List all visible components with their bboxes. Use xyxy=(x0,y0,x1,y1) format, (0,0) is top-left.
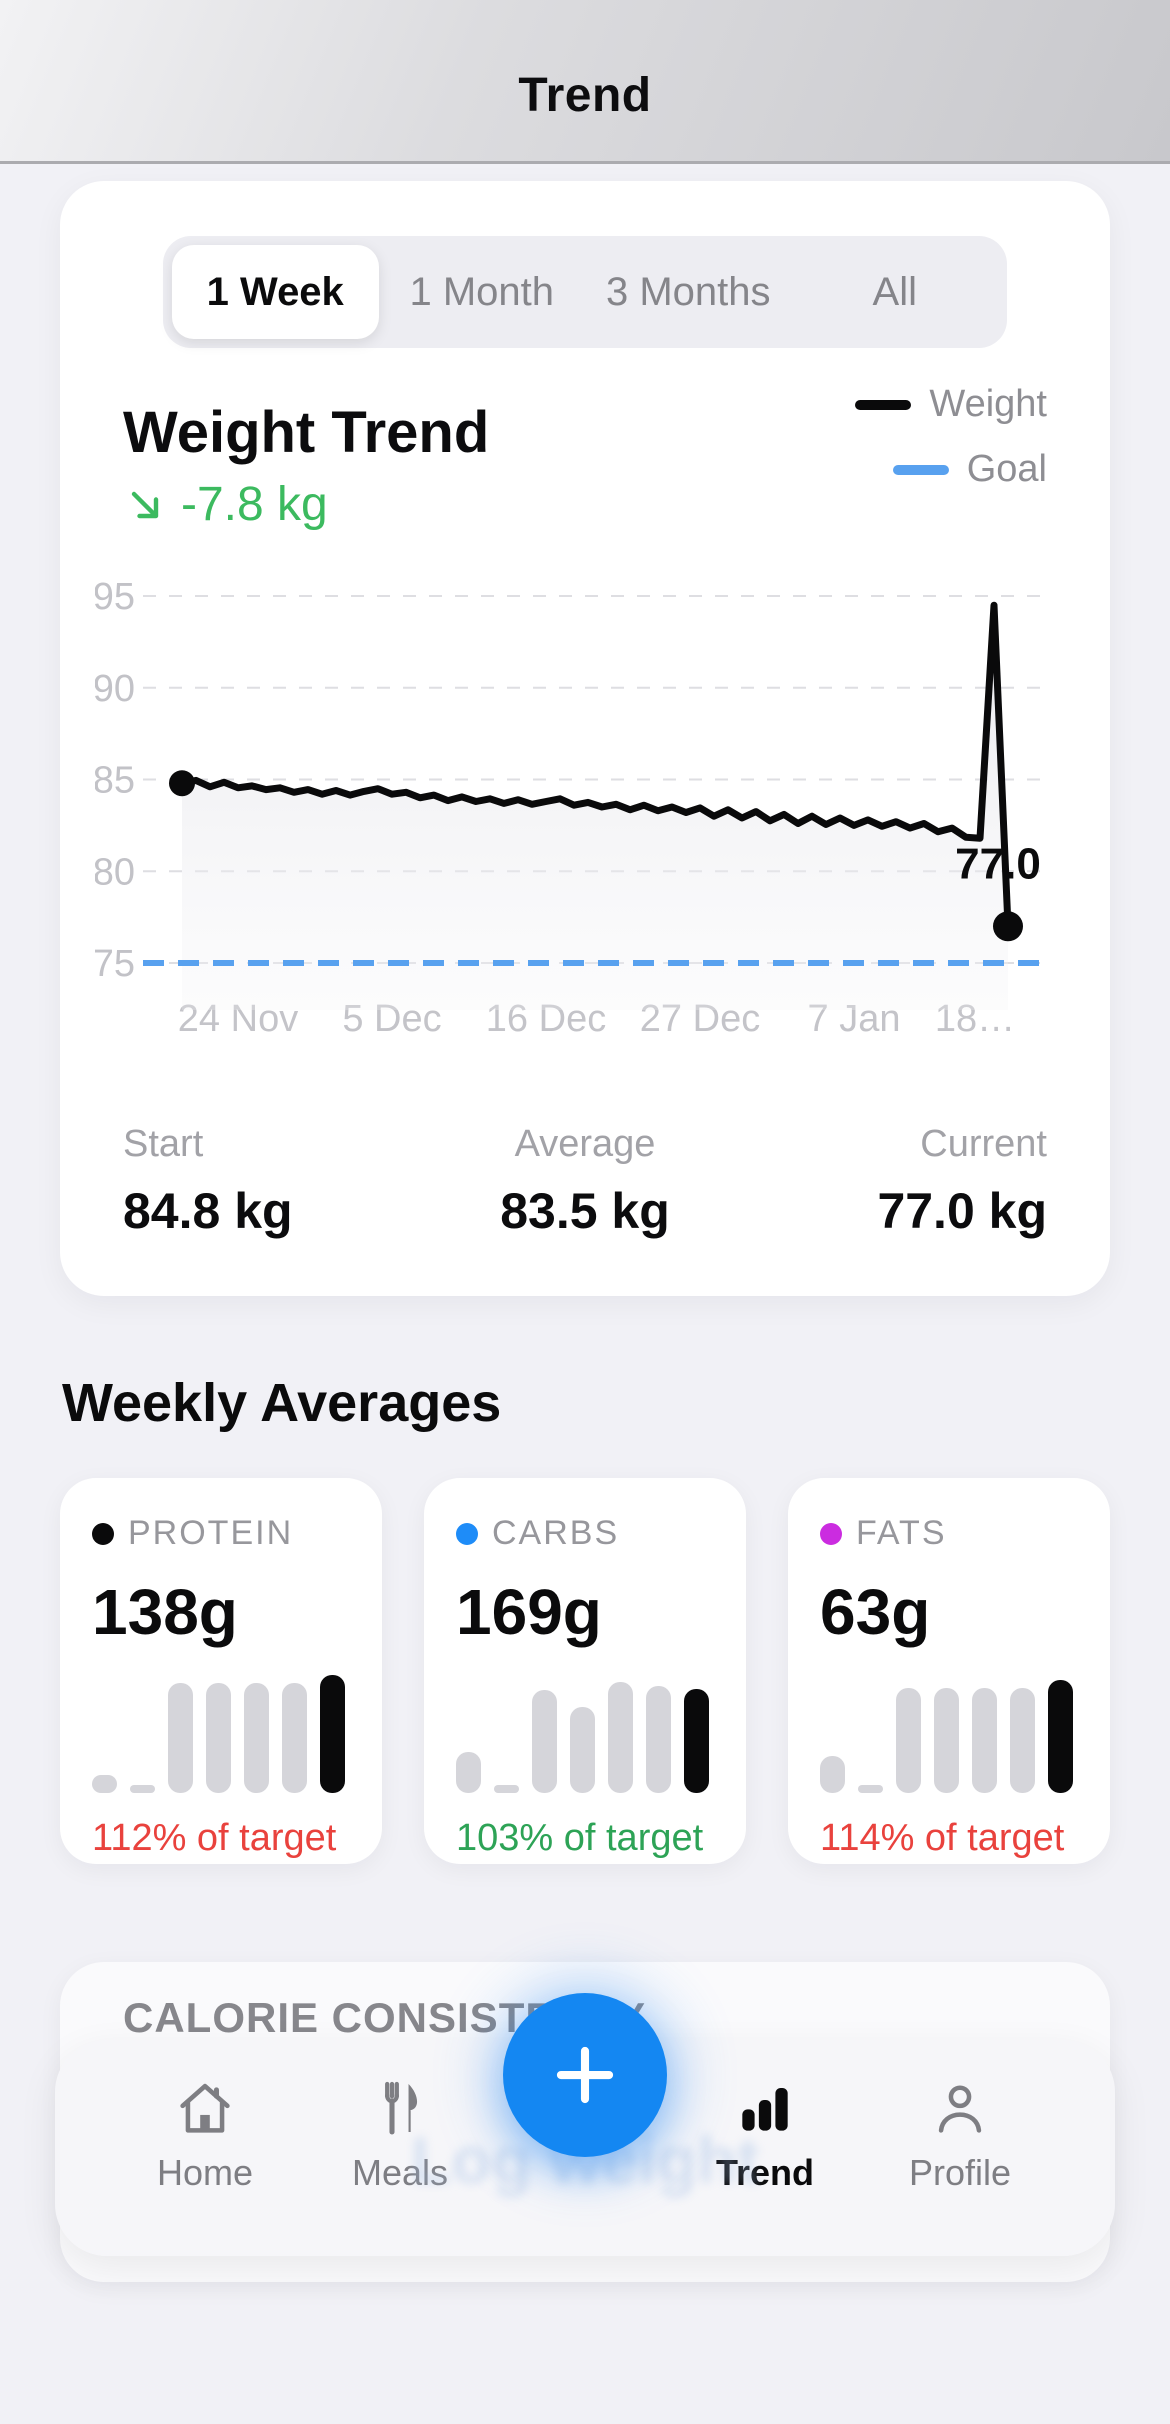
macro-bar xyxy=(532,1690,557,1793)
weekly-averages-heading: Weekly Averages xyxy=(62,1373,502,1433)
segment-1-month[interactable]: 1 Month xyxy=(379,245,586,339)
macro-bars-sparkline xyxy=(820,1673,1078,1793)
legend-weight: Weight xyxy=(855,383,1047,426)
segment-all[interactable]: All xyxy=(792,245,999,339)
macro-name: FATS xyxy=(856,1514,947,1552)
page-title: Trend xyxy=(518,69,652,122)
macro-bars-sparkline xyxy=(92,1673,350,1793)
stat-average-label: Average xyxy=(514,1123,656,1165)
macro-bar xyxy=(1048,1680,1073,1793)
summary-stats-row: Start 84.8 kg Average 83.5 kg Current 77… xyxy=(123,1123,1047,1240)
time-range-segmented-control: 1 Week 1 Month 3 Months All xyxy=(163,236,1007,348)
macro-header: PROTEIN xyxy=(92,1514,350,1553)
macro-bar xyxy=(92,1775,117,1793)
macro-bar xyxy=(1010,1688,1035,1793)
macro-bar xyxy=(244,1683,269,1793)
macro-bar xyxy=(858,1785,883,1793)
plus-icon xyxy=(556,2046,614,2104)
macro-value: 63g xyxy=(820,1576,931,1648)
tab-home[interactable]: Home xyxy=(105,2076,305,2194)
tab-meals-label: Meals xyxy=(351,2152,449,2193)
macro-card-fats: FATS 63g 114% of target xyxy=(788,1478,1110,1864)
stat-average: Average 83.5 kg xyxy=(500,1123,670,1240)
chart-title: Weight Trend xyxy=(123,400,490,465)
macro-bars-sparkline xyxy=(456,1673,714,1793)
macro-card-carbs: CARBS 169g 103% of target xyxy=(424,1478,746,1864)
svg-text:80: 80 xyxy=(95,851,135,893)
tab-profile[interactable]: Profile xyxy=(860,2076,1060,2194)
svg-text:75: 75 xyxy=(95,943,135,985)
macro-card-protein: PROTEIN 138g 112% of target xyxy=(60,1478,382,1864)
stat-start: Start 84.8 kg xyxy=(123,1123,293,1240)
svg-text:90: 90 xyxy=(95,668,135,710)
protein-dot-icon xyxy=(92,1522,114,1545)
macro-value: 169g xyxy=(456,1576,602,1648)
macro-name: PROTEIN xyxy=(128,1514,294,1552)
trend-delta: -7.8 kg xyxy=(123,477,328,532)
stat-average-value: 83.5 kg xyxy=(500,1183,670,1239)
macro-bar xyxy=(206,1683,231,1793)
add-entry-fab-button[interactable] xyxy=(503,1993,667,2157)
tab-trend-label: Trend xyxy=(715,2152,814,2193)
legend-goal: Goal xyxy=(892,448,1047,491)
macro-bar xyxy=(684,1689,709,1793)
stat-start-label: Start xyxy=(123,1123,204,1165)
macro-percent: 114% of target xyxy=(820,1817,1065,1859)
svg-text:85: 85 xyxy=(95,760,135,802)
tab-trend[interactable]: Trend xyxy=(665,2076,865,2194)
tab-meals[interactable]: Meals xyxy=(300,2076,500,2194)
segment-3-months[interactable]: 3 Months xyxy=(585,245,792,339)
tab-home-label: Home xyxy=(156,2152,254,2193)
macro-bar xyxy=(570,1707,595,1793)
stat-current-label: Current xyxy=(920,1123,1047,1165)
macro-bar xyxy=(282,1683,307,1793)
stat-current-value: 77.0 kg xyxy=(877,1183,1047,1239)
weight-line-swatch xyxy=(855,399,912,410)
legend-weight-label: Weight xyxy=(929,383,1047,425)
macro-bar xyxy=(972,1688,997,1793)
macro-name: CARBS xyxy=(492,1514,620,1552)
macro-bar xyxy=(608,1682,633,1793)
macro-cards-row: PROTEIN 138g 112% of target CARBS 169g 1… xyxy=(60,1478,1110,1864)
stat-start-value: 84.8 kg xyxy=(123,1183,293,1239)
carbs-dot-icon xyxy=(456,1522,478,1545)
macro-bar xyxy=(934,1688,959,1793)
macro-value: 138g xyxy=(92,1576,238,1648)
macro-bar xyxy=(320,1675,345,1793)
home-icon xyxy=(180,2083,230,2133)
macro-bar xyxy=(494,1785,519,1793)
delta-value: -7.8 kg xyxy=(181,478,328,531)
macro-bar xyxy=(820,1756,845,1793)
macro-percent: 112% of target xyxy=(92,1817,337,1859)
macro-percent: 103% of target xyxy=(456,1817,704,1859)
svg-text:77.0: 77.0 xyxy=(955,839,1041,888)
macro-header: CARBS xyxy=(456,1514,714,1553)
macro-bar xyxy=(646,1686,671,1793)
arrow-down-right-icon xyxy=(131,491,159,518)
svg-text:95: 95 xyxy=(95,576,135,618)
macro-bar xyxy=(130,1785,155,1793)
segment-1-week[interactable]: 1 Week xyxy=(172,245,379,339)
fats-dot-icon xyxy=(820,1522,842,1545)
weight-trend-card: 1 Week 1 Month 3 Months All Weight Trend… xyxy=(60,181,1110,1296)
goal-line-swatch xyxy=(892,464,949,475)
stat-current: Current 77.0 kg xyxy=(877,1123,1047,1240)
nav-bar: Trend xyxy=(0,0,1170,164)
profile-icon xyxy=(938,2085,982,2133)
macro-header: FATS xyxy=(820,1514,1078,1553)
macro-bar xyxy=(456,1752,481,1793)
legend-goal-label: Goal xyxy=(966,448,1047,490)
tab-profile-label: Profile xyxy=(908,2152,1012,2193)
chart-legend: Weight Goal xyxy=(855,383,1047,491)
trend-icon xyxy=(742,2088,788,2131)
meals-icon xyxy=(385,2081,418,2135)
macro-bar xyxy=(168,1683,193,1793)
macro-bar xyxy=(896,1688,921,1793)
weight-chart-area: 95 90 85 80 75 24 Nov 5 Dec 16 Dec 27 Dec 7 Jan 18… xyxy=(93,566,1075,1046)
